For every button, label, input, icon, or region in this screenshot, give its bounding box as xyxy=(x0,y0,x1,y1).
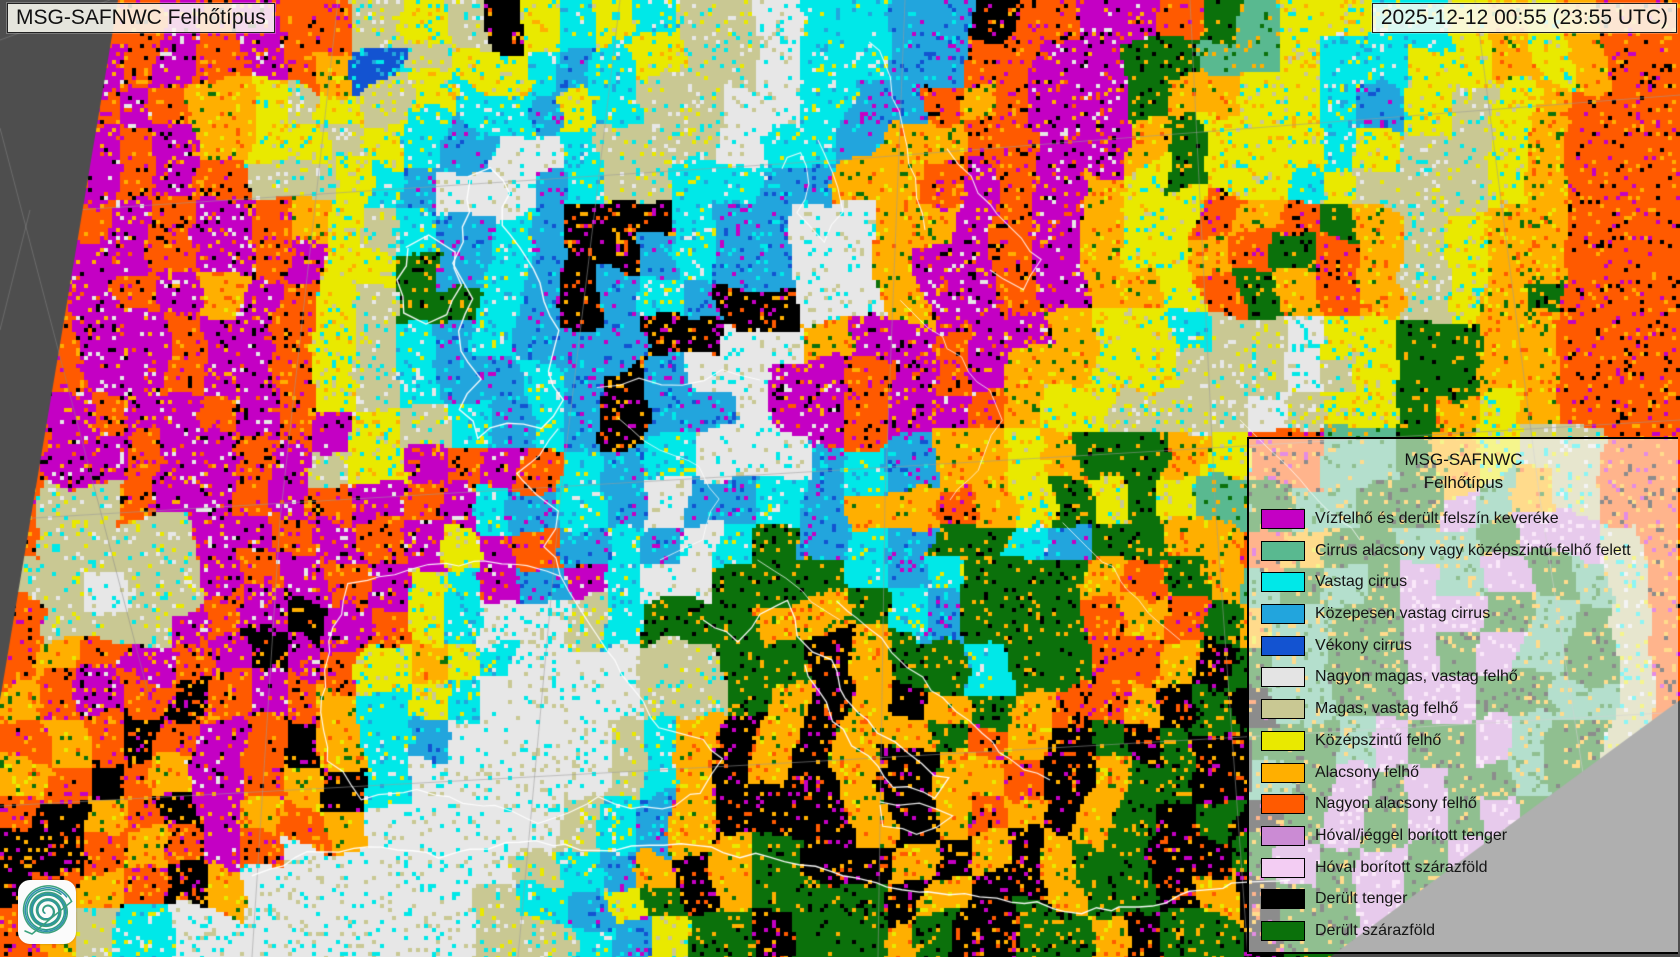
legend-item: Hóval/jéggel borított tenger xyxy=(1249,825,1678,846)
legend-swatch xyxy=(1261,509,1305,529)
legend-label: Középszintű felhő xyxy=(1315,731,1442,749)
spiral-stroke xyxy=(22,885,73,935)
legend-swatch xyxy=(1261,762,1305,783)
legend-panel: MSG-SAFNWC Felhőtípus Vízfelhő és derült… xyxy=(1247,437,1678,954)
timestamp: 2025-12-12 00:55 (23:55 UTC) xyxy=(1380,6,1668,29)
legend-item: Középszintű felhő xyxy=(1249,730,1678,751)
legend-swatch xyxy=(1261,794,1305,815)
legend-label: Vékony cirrus xyxy=(1315,636,1412,654)
legend-item: Cirrus alacsony vagy középszintű felhő f… xyxy=(1249,540,1678,561)
legend-label: Közepesen vastag cirrus xyxy=(1315,605,1491,623)
product-title: MSG-SAFNWC Felhőtípus xyxy=(16,6,266,29)
legend-swatch xyxy=(1261,604,1305,625)
product-title-box: MSG-SAFNWC Felhőtípus xyxy=(7,3,275,33)
legend-title-line1: MSG-SAFNWC xyxy=(1404,450,1523,469)
legend-label: Cirrus alacsony vagy középszintű felhő f… xyxy=(1315,541,1631,559)
legend-swatch xyxy=(1261,540,1305,561)
legend-item: Vízfelhő és derült felszín keveréke xyxy=(1249,509,1678,529)
legend-swatch xyxy=(1261,857,1305,878)
legend-label: Derült tenger xyxy=(1315,890,1408,908)
legend-item: Derült szárazföld xyxy=(1249,920,1678,941)
legend-label: Derült szárazföld xyxy=(1315,921,1436,939)
legend-label: Hóval/jéggel borított tenger xyxy=(1315,826,1508,844)
legend-item: Vastag cirrus xyxy=(1249,572,1678,593)
legend-item: Magas, vastag felhő xyxy=(1249,699,1678,720)
legend-swatch xyxy=(1261,730,1305,751)
timestamp-box: 2025-12-12 00:55 (23:55 UTC) xyxy=(1371,3,1677,33)
legend-swatch xyxy=(1261,889,1305,910)
legend-label: Nagyon magas, vastag felhő xyxy=(1315,668,1518,686)
legend-item: Hóval borított szárazföld xyxy=(1249,857,1678,878)
legend-swatch xyxy=(1261,920,1305,941)
legend-item: Közepesen vastag cirrus xyxy=(1249,604,1678,625)
legend-swatch xyxy=(1261,635,1305,656)
legend-swatch xyxy=(1261,699,1305,720)
legend-item: Vékony cirrus xyxy=(1249,635,1678,656)
legend-label: Vastag cirrus xyxy=(1315,573,1408,591)
legend-swatch xyxy=(1261,572,1305,593)
legend-items: Vízfelhő és derült felszín keveréke Cirru… xyxy=(1249,509,1678,941)
legend-swatch xyxy=(1261,667,1305,688)
legend-label: Hóval borított szárazföld xyxy=(1315,858,1488,876)
legend-label: Nagyon alacsony felhő xyxy=(1315,795,1477,813)
legend-item: Nagyon alacsony felhő xyxy=(1249,794,1678,815)
legend-item: Nagyon magas, vastag felhő xyxy=(1249,667,1678,688)
legend-label: Magas, vastag felhő xyxy=(1315,700,1459,718)
legend-title-line2: Felhőtípus xyxy=(1423,473,1504,492)
legend-label: Vízfelhő és derült felszín keveréke xyxy=(1315,510,1559,527)
omsz-spiral-logo xyxy=(18,880,76,944)
legend-item: Alacsony felhő xyxy=(1249,762,1678,783)
legend-swatch xyxy=(1261,825,1305,846)
legend-item: Derült tenger xyxy=(1249,889,1678,910)
legend-label: Alacsony felhő xyxy=(1315,763,1420,781)
